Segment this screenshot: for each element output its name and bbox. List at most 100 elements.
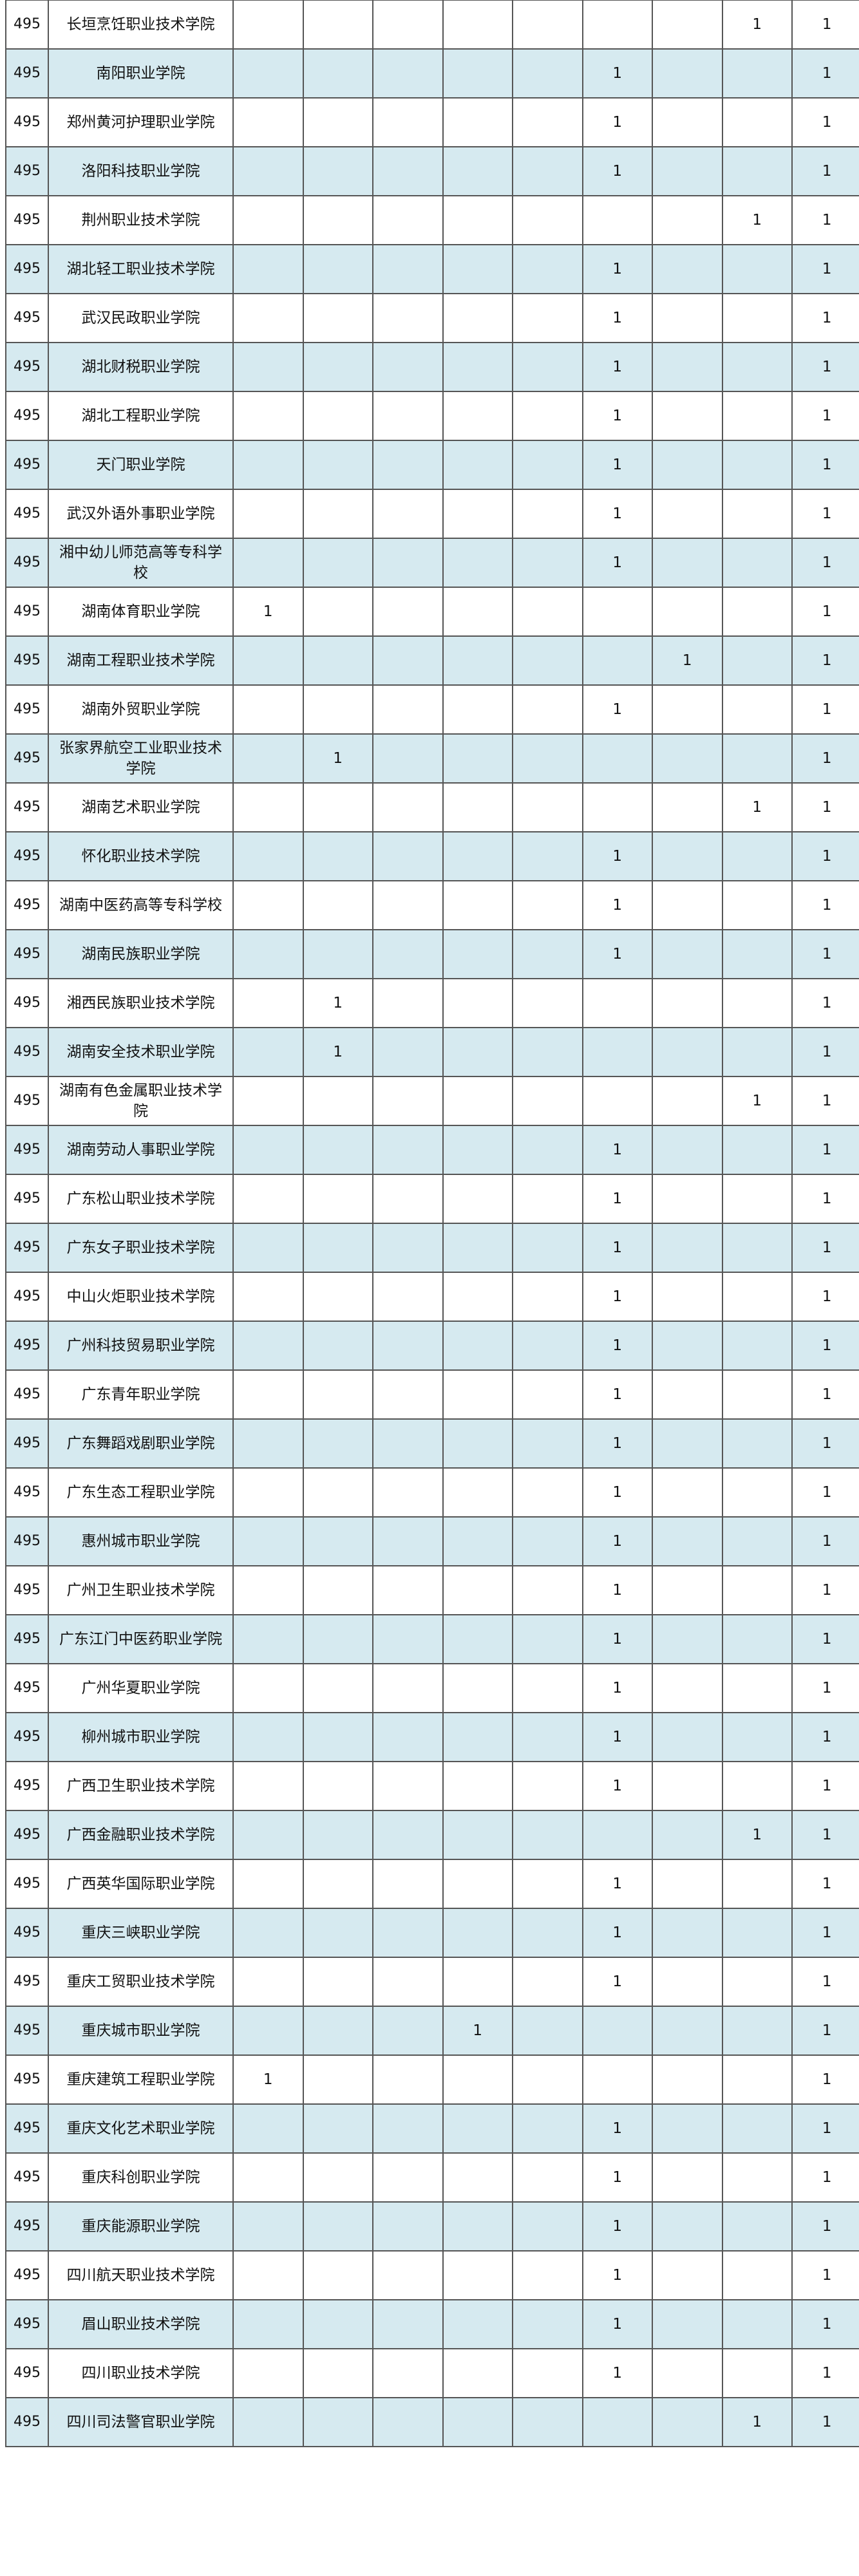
table-body: 495 长垣烹饪职业技术学院 1 1 495 南阳职业学院 1 1 495 郑州黄河护理职业学院 1… bbox=[5, 0, 859, 2447]
value-cell bbox=[232, 635, 304, 686]
value-cell bbox=[581, 1027, 653, 1077]
value-cell bbox=[372, 1272, 444, 1322]
value-cell bbox=[302, 1712, 373, 1762]
table-row: 495 武汉外语外事职业学院 1 1 bbox=[5, 489, 859, 539]
value-cell bbox=[721, 587, 793, 637]
school-name-cell: 怀化职业技术学院 bbox=[48, 831, 234, 881]
value-cell bbox=[372, 1614, 444, 1664]
table-row: 495 湖南艺术职业学院 1 1 bbox=[5, 782, 859, 832]
value-cell bbox=[442, 97, 513, 147]
value-cell: 1 bbox=[581, 146, 653, 196]
value-cell bbox=[442, 1125, 513, 1175]
total-cell: 1 bbox=[791, 342, 859, 392]
value-cell bbox=[721, 1761, 793, 1811]
value-cell bbox=[372, 880, 444, 930]
table-row: 495 郑州黄河护理职业学院 1 1 bbox=[5, 97, 859, 147]
value-cell bbox=[232, 440, 304, 490]
value-cell bbox=[652, 2397, 723, 2447]
rank-cell: 495 bbox=[5, 1272, 49, 1322]
rank-cell: 495 bbox=[5, 733, 49, 784]
total-cell: 1 bbox=[791, 684, 859, 735]
table-row: 495 广西卫生职业技术学院 1 1 bbox=[5, 1761, 859, 1811]
value-cell bbox=[302, 2054, 373, 2105]
value-cell bbox=[721, 97, 793, 147]
value-cell bbox=[232, 831, 304, 881]
value-cell bbox=[302, 244, 373, 294]
rank-cell: 495 bbox=[5, 2152, 49, 2203]
value-cell bbox=[512, 1516, 583, 1566]
value-cell: 1 bbox=[581, 2348, 653, 2398]
total-cell: 1 bbox=[791, 1761, 859, 1811]
value-cell bbox=[442, 440, 513, 490]
school-name-cell: 广州科技贸易职业学院 bbox=[48, 1321, 234, 1371]
table-row: 495 四川司法警官职业学院 1 1 bbox=[5, 2397, 859, 2447]
total-cell: 1 bbox=[791, 489, 859, 539]
value-cell bbox=[302, 0, 373, 50]
value-cell bbox=[232, 1614, 304, 1664]
table-row: 495 重庆文化艺术职业学院 1 1 bbox=[5, 2103, 859, 2154]
table-row: 495 湖北轻工职业技术学院 1 1 bbox=[5, 244, 859, 294]
rank-cell: 495 bbox=[5, 1908, 49, 1958]
value-cell bbox=[232, 1321, 304, 1371]
value-cell bbox=[232, 2152, 304, 2203]
value-cell bbox=[442, 1321, 513, 1371]
value-cell bbox=[372, 293, 444, 343]
value-cell bbox=[302, 2103, 373, 2154]
value-cell: 1 bbox=[581, 1565, 653, 1615]
value-cell bbox=[512, 1712, 583, 1762]
value-cell bbox=[302, 2348, 373, 2398]
rank-cell: 495 bbox=[5, 0, 49, 50]
value-cell bbox=[302, 880, 373, 930]
value-cell bbox=[232, 244, 304, 294]
value-cell bbox=[512, 489, 583, 539]
value-cell bbox=[302, 1957, 373, 2007]
value-cell bbox=[372, 2299, 444, 2349]
table-row: 495 重庆科创职业学院 1 1 bbox=[5, 2152, 859, 2203]
table-row: 495 广州华夏职业学院 1 1 bbox=[5, 1663, 859, 1713]
value-cell bbox=[721, 342, 793, 392]
total-cell: 1 bbox=[791, 1516, 859, 1566]
table-row: 495 湖南有色金属职业技术学院 1 1 bbox=[5, 1076, 859, 1126]
rank-cell: 495 bbox=[5, 1565, 49, 1615]
total-cell: 1 bbox=[791, 1027, 859, 1077]
rank-cell: 495 bbox=[5, 929, 49, 979]
value-cell bbox=[721, 1369, 793, 1420]
value-cell bbox=[302, 1321, 373, 1371]
school-name-cell: 柳州城市职业学院 bbox=[48, 1712, 234, 1762]
value-cell bbox=[232, 1516, 304, 1566]
value-cell bbox=[512, 244, 583, 294]
value-cell bbox=[512, 2299, 583, 2349]
school-name-cell: 四川航天职业技术学院 bbox=[48, 2250, 234, 2300]
total-cell: 1 bbox=[791, 1810, 859, 1860]
table-row: 495 湖南民族职业学院 1 1 bbox=[5, 929, 859, 979]
rank-cell: 495 bbox=[5, 1174, 49, 1224]
value-cell bbox=[302, 391, 373, 441]
value-cell bbox=[232, 1467, 304, 1518]
value-cell bbox=[652, 1761, 723, 1811]
table-row: 495 南阳职业学院 1 1 bbox=[5, 48, 859, 99]
rank-cell: 495 bbox=[5, 1369, 49, 1420]
value-cell bbox=[652, 2299, 723, 2349]
value-cell bbox=[581, 587, 653, 637]
rank-cell: 495 bbox=[5, 2006, 49, 2056]
value-cell bbox=[372, 733, 444, 784]
rank-cell: 495 bbox=[5, 440, 49, 490]
value-cell: 1 bbox=[581, 1712, 653, 1762]
total-cell: 1 bbox=[791, 2397, 859, 2447]
value-cell bbox=[442, 1418, 513, 1469]
value-cell bbox=[512, 1125, 583, 1175]
total-cell: 1 bbox=[791, 1663, 859, 1713]
value-cell: 1 bbox=[581, 1418, 653, 1469]
value-cell bbox=[302, 1174, 373, 1224]
table-row: 495 广州卫生职业技术学院 1 1 bbox=[5, 1565, 859, 1615]
value-cell bbox=[721, 1418, 793, 1469]
value-cell bbox=[302, 293, 373, 343]
table-row: 495 重庆城市职业学院 1 1 bbox=[5, 2006, 859, 2056]
value-cell bbox=[232, 391, 304, 441]
value-cell: 1 bbox=[721, 0, 793, 50]
value-cell bbox=[581, 195, 653, 245]
value-cell bbox=[442, 2299, 513, 2349]
value-cell bbox=[372, 782, 444, 832]
value-cell bbox=[372, 978, 444, 1028]
value-cell bbox=[442, 1859, 513, 1909]
